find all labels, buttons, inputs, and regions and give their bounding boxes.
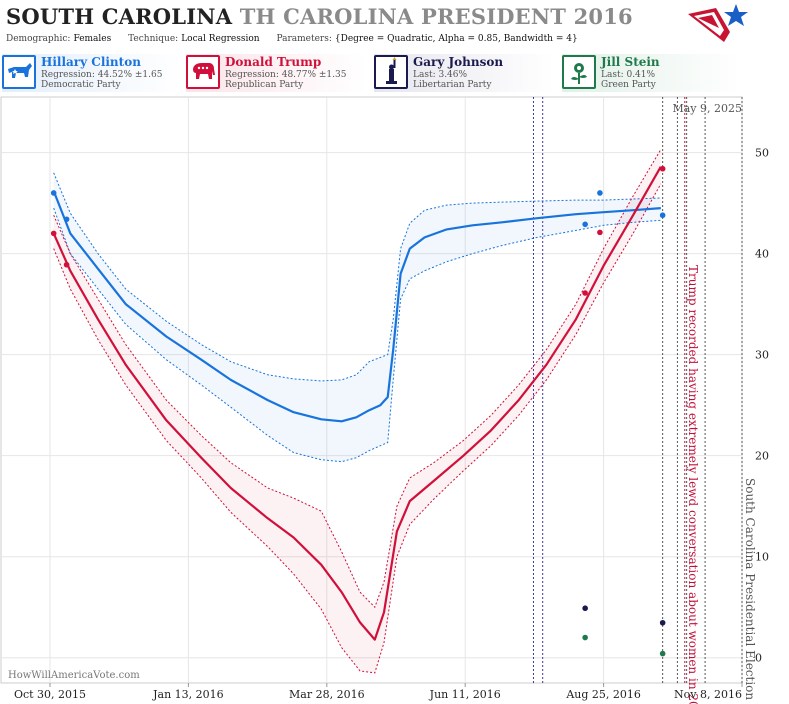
axes: 0 10 20 30 40 50 Oct 30, 2015 Jan 13, 2016 Mar 2…	[14, 147, 769, 701]
poll-point-hillary-clinton	[63, 216, 70, 223]
band-upper-hillary-clinton	[53, 172, 661, 382]
y-tick-label: 50	[755, 147, 769, 160]
candidate-name: Donald Trump	[225, 55, 322, 69]
poll-point-gary-johnson	[659, 619, 666, 626]
watermark: HowWillAmericaVote.com	[8, 670, 140, 681]
param-value-parameters: {Degree = Quadratic, Alpha = 0.85, Bandw…	[334, 34, 578, 44]
event-label: Trump recorded having extremely lewd con…	[686, 265, 700, 704]
poll-point-jill-stein	[582, 634, 588, 641]
candidate-panel-johnson: Gary Johnson Last: 3.46% Libertarian Par…	[374, 54, 554, 92]
candidate-party: Democratic Party	[41, 80, 121, 90]
x-tick-label: Nov 8, 2016	[674, 688, 742, 701]
x-tick-label: Aug 25, 2016	[565, 688, 641, 701]
x-tick-label: Oct 30, 2015	[14, 688, 86, 701]
y-tick-label: 10	[755, 551, 769, 564]
param-label-technique: Technique:	[128, 34, 179, 44]
candidate-panel-stein: Jill Stein Last: 0.41% Green Party	[562, 54, 742, 92]
candidate-stat: Last: 0.41%	[601, 70, 656, 80]
chart-title: SOUTH CAROLINA TH CAROLINA PRESIDENT 201…	[6, 4, 633, 29]
event-label: South Carolina Presidential Election	[743, 478, 757, 700]
band-lower-donald-trump	[53, 183, 662, 674]
y-tick-label: 0	[755, 652, 762, 665]
candidate-party: Green Party	[601, 80, 656, 90]
candidate-party: Libertarian Party	[413, 80, 492, 90]
candidate-panel-trump: Donald Trump Regression: 48.77% ±1.35 Re…	[186, 54, 366, 92]
candidate-party: Republican Party	[225, 80, 304, 90]
poll-point-hillary-clinton	[597, 190, 603, 196]
candidate-name: Jill Stein	[601, 55, 660, 69]
poll-point-donald-trump	[597, 229, 603, 236]
confidence-bands	[53, 149, 662, 674]
x-tick-label: Mar 28, 2016	[289, 688, 365, 701]
y-tick-label: 20	[755, 450, 769, 463]
candidate-panel-clinton: Hillary Clinton Regression: 44.52% ±1.65…	[2, 54, 182, 92]
date-stamp: May 9, 2025	[672, 102, 742, 115]
candidate-name: Gary Johnson	[413, 55, 504, 69]
title-state: SOUTH CAROLINA	[6, 4, 233, 29]
x-tick-label: Jan 13, 2016	[152, 688, 224, 701]
poll-points	[50, 165, 666, 657]
parameters-line: Demographic: Females Technique: Local Regr…	[6, 34, 592, 44]
param-value-technique: Local Regression	[181, 34, 260, 44]
param-value-demographic: Females	[73, 34, 112, 44]
poll-point-donald-trump	[582, 290, 588, 296]
y-tick-label: 40	[755, 248, 769, 261]
candidate-name: Hillary Clinton	[41, 55, 141, 69]
x-tick-label: Jun 11, 2016	[429, 688, 501, 701]
poll-point-gary-johnson	[582, 605, 588, 612]
candidate-stat: Regression: 44.52% ±1.65	[41, 70, 163, 80]
poll-point-jill-stein	[659, 650, 666, 657]
sunflower-icon	[562, 55, 596, 89]
param-label-demographic: Demographic:	[6, 34, 71, 44]
liberty-icon	[374, 55, 408, 89]
poll-point-hillary-clinton	[659, 212, 666, 219]
series-lines	[52, 166, 662, 641]
band-fill-hillary-clinton	[53, 172, 661, 462]
series-line-hillary-clinton	[52, 190, 661, 423]
poll-point-donald-trump	[50, 230, 57, 237]
candidate-stat: Last: 3.46%	[413, 70, 468, 80]
title-rest: TH CAROLINA PRESIDENT 2016	[239, 4, 633, 29]
candidate-stat: Regression: 48.77% ±1.35	[225, 70, 347, 80]
poll-point-donald-trump	[659, 165, 666, 172]
elephant-icon	[186, 55, 220, 89]
poll-point-hillary-clinton	[50, 190, 57, 196]
donkey-icon	[2, 55, 36, 89]
y-tick-label: 30	[755, 349, 769, 362]
band-upper-donald-trump	[53, 149, 662, 609]
event-lines: Trump recorded having extremely lewd con…	[532, 97, 757, 704]
poll-point-donald-trump	[63, 261, 70, 268]
poll-point-hillary-clinton	[582, 221, 588, 228]
param-label-parameters: Parameters:	[276, 34, 332, 44]
site-logo-icon	[688, 4, 748, 42]
series-line-donald-trump	[52, 166, 662, 641]
band-fill-donald-trump	[53, 149, 661, 673]
